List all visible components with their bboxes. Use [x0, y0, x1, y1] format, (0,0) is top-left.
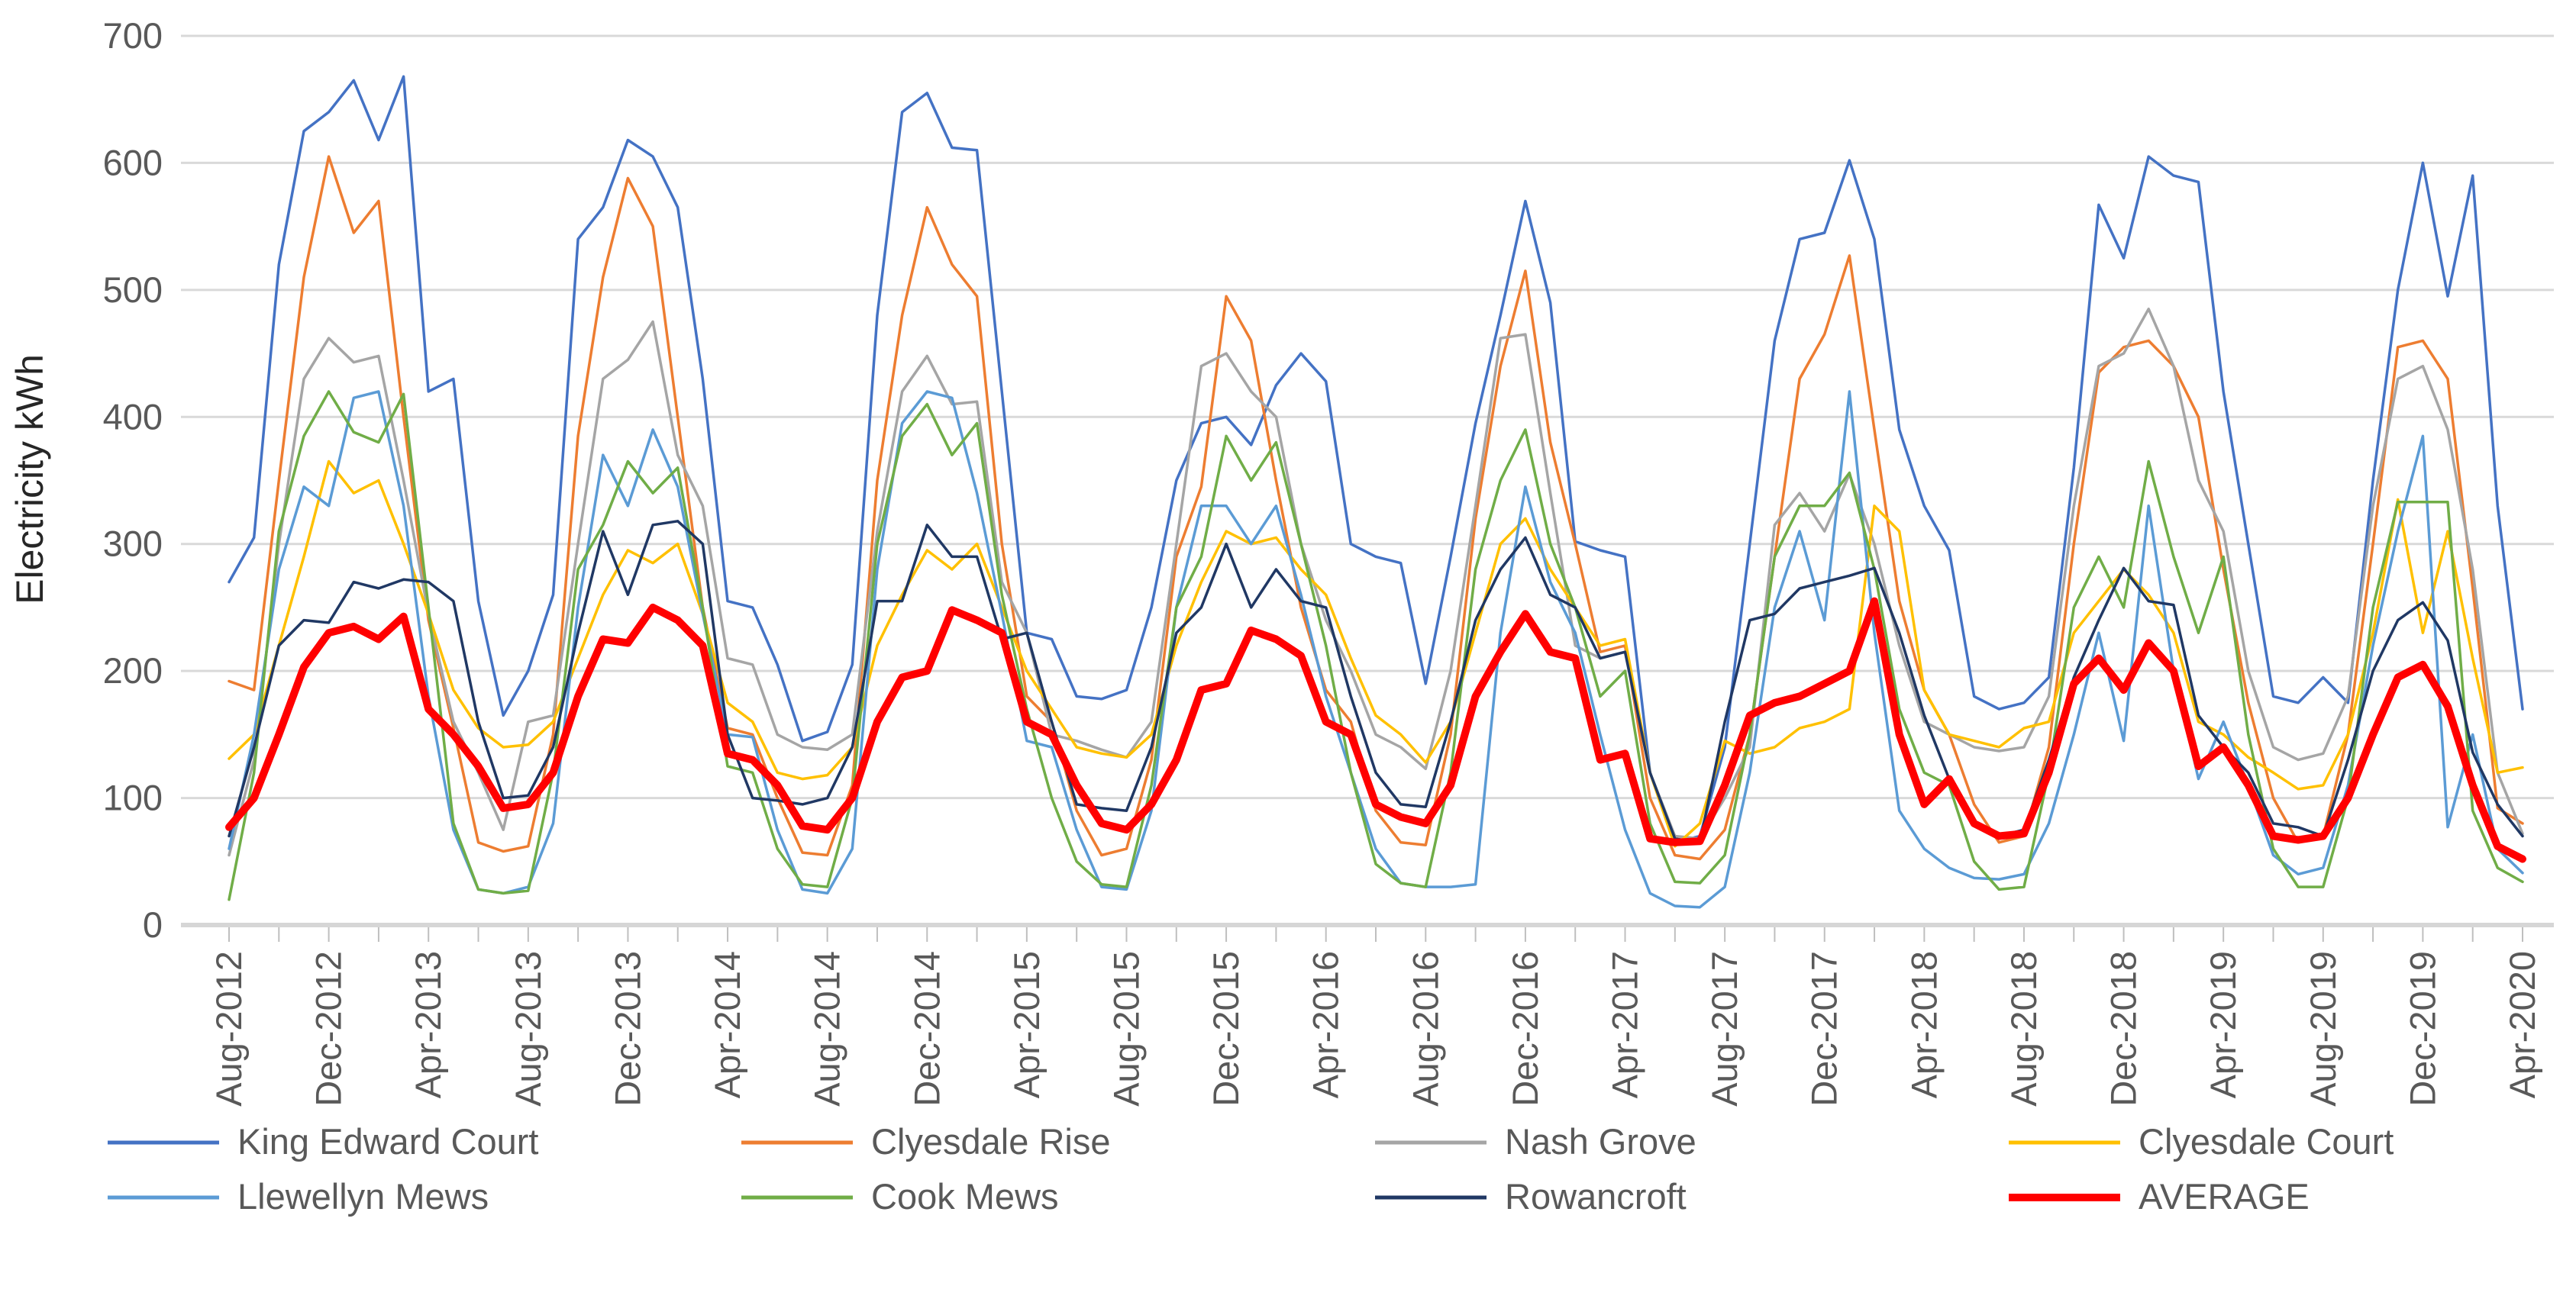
legend-label-rowancroft: Rowancroft — [1505, 1176, 1687, 1217]
x-tick-label-apr-2014: Apr-2014 — [707, 951, 747, 1098]
legend-label-clyesdale-rise: Clyesdale Rise — [871, 1121, 1110, 1162]
y-tick-label-400: 400 — [103, 396, 163, 437]
series-line-king-edward-court — [228, 75, 2524, 844]
legend-item-clyesdale-court: Clyesdale Court — [2009, 1121, 2394, 1162]
y-tick-label-500: 500 — [103, 269, 163, 310]
x-tick-label-dec-2014: Dec-2014 — [906, 951, 947, 1107]
series-line-cook-mews — [228, 390, 2524, 901]
legend-item-rowancroft: Rowancroft — [1375, 1176, 1687, 1217]
x-tick-label-aug-2018: Aug-2018 — [2003, 951, 2044, 1107]
legend-item-king-edward-court: King Edward Court — [108, 1121, 538, 1162]
legend-item-cook-mews: Cook Mews — [741, 1176, 1059, 1217]
legend-item-clyesdale-rise: Clyesdale Rise — [741, 1121, 1110, 1162]
legend-label-king-edward-court: King Edward Court — [237, 1121, 538, 1162]
y-tick-label-700: 700 — [103, 15, 163, 56]
x-tick-label-aug-2015: Aug-2015 — [1106, 951, 1146, 1107]
y-tick-label-600: 600 — [103, 142, 163, 182]
x-tick-label-apr-2013: Apr-2013 — [408, 951, 448, 1098]
x-tick-label-dec-2017: Dec-2017 — [1804, 951, 1845, 1107]
x-tick-label-aug-2013: Aug-2013 — [508, 951, 548, 1107]
series-line-clyesdale-rise — [228, 155, 2524, 861]
legend-item-nash-grove: Nash Grove — [1375, 1121, 1696, 1162]
legend-item-average: AVERAGE — [2009, 1176, 2310, 1217]
legend-label-nash-grove: Nash Grove — [1505, 1121, 1696, 1162]
legend-label-cook-mews: Cook Mews — [871, 1176, 1059, 1217]
legend-label-clyesdale-court: Clyesdale Court — [2139, 1121, 2394, 1162]
x-tick-label-apr-2019: Apr-2019 — [2203, 951, 2243, 1098]
y-tick-label-200: 200 — [103, 650, 163, 691]
legend: King Edward Court Clyesdale Rise Nash Grov… — [108, 1121, 2394, 1217]
x-tick-label-apr-2018: Apr-2018 — [1903, 951, 1944, 1098]
gridlines — [181, 34, 2554, 800]
legend-label-average: AVERAGE — [2139, 1176, 2310, 1217]
series-line-rowancroft — [228, 520, 2524, 844]
y-tick-label-300: 300 — [103, 524, 163, 564]
x-tick-label-aug-2019: Aug-2019 — [2303, 951, 2343, 1107]
x-tick-label-aug-2017: Aug-2017 — [1704, 951, 1745, 1107]
legend-item-llewellyn-mews: Llewellyn Mews — [108, 1176, 489, 1217]
series-line-nash-grove — [228, 308, 2524, 857]
y-tick-label-0: 0 — [143, 904, 163, 945]
series-lines — [225, 75, 2526, 909]
y-tick-label-100: 100 — [103, 778, 163, 818]
x-tick-label-aug-2014: Aug-2014 — [807, 951, 847, 1107]
x-tick-label-aug-2016: Aug-2016 — [1405, 951, 1445, 1107]
axes: 0 100 200 300 400 500 600 700 Aug-2012 Dec-2012 Ap… — [103, 15, 2554, 1107]
x-tick-label-dec-2018: Dec-2018 — [2103, 951, 2144, 1107]
x-tick-label-dec-2015: Dec-2015 — [1206, 951, 1246, 1107]
x-tick-label-apr-2016: Apr-2016 — [1306, 951, 1346, 1098]
x-tick-label-dec-2016: Dec-2016 — [1505, 951, 1545, 1107]
x-tick-label-dec-2012: Dec-2012 — [308, 951, 349, 1107]
x-tick-label-apr-2015: Apr-2015 — [1006, 951, 1047, 1098]
y-axis-title: Electricity kWh — [8, 354, 51, 604]
x-tick-label-dec-2019: Dec-2019 — [2402, 951, 2442, 1107]
legend-label-llewellyn-mews: Llewellyn Mews — [237, 1176, 489, 1217]
x-tick-label-apr-2017: Apr-2017 — [1605, 951, 1645, 1098]
series-line-average — [225, 597, 2526, 863]
series-line-llewellyn-mews — [228, 390, 2524, 909]
x-tick-label-dec-2013: Dec-2013 — [607, 951, 647, 1107]
x-tick-label-apr-2020: Apr-2020 — [2502, 951, 2542, 1098]
x-tick-label-aug-2012: Aug-2012 — [208, 951, 249, 1107]
